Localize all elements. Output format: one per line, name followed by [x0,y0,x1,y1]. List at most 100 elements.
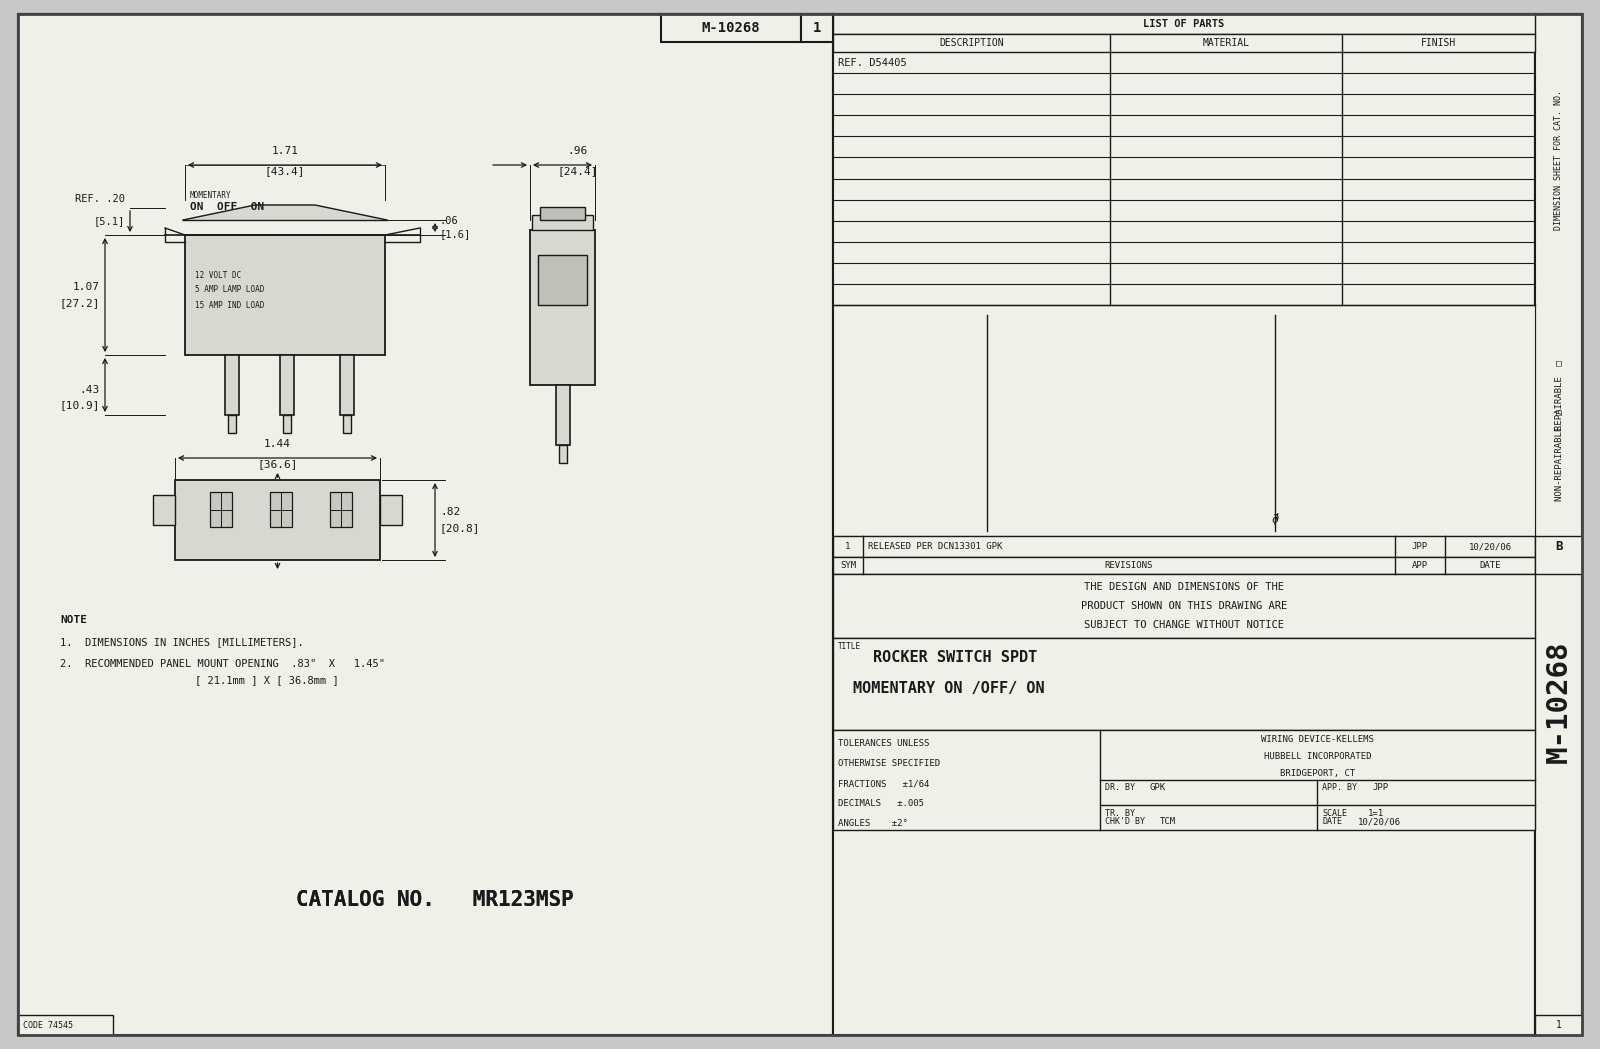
Text: 15 AMP IND LOAD: 15 AMP IND LOAD [195,300,264,309]
Bar [834,557,1534,574]
Text: MOMENTARY ON /OFF/ ON: MOMENTARY ON /OFF/ ON [853,681,1045,695]
Bar [229,415,237,433]
Text: CATALOG NO.   MR123MSP: CATALOG NO. MR123MSP [296,890,573,909]
Bar [661,14,802,42]
Text: DATE: DATE [1322,817,1342,827]
Text: SCALE: SCALE [1322,809,1347,817]
Text: [1.6]: [1.6] [440,230,472,239]
Bar [18,1015,114,1035]
Text: REF. D54405: REF. D54405 [838,58,907,67]
Text: .96: .96 [568,146,587,156]
Bar [834,14,1534,1035]
Text: .43: .43 [80,385,99,395]
Text: CATALOG NO.   MR123MSP: CATALOG NO. MR123MSP [296,890,573,909]
Text: [27.2]: [27.2] [59,298,99,308]
Text: M-10268: M-10268 [1544,641,1573,764]
Text: DECIMALS   ±.005: DECIMALS ±.005 [838,799,925,809]
Bar [538,255,587,305]
Text: RELEASED PER DCN13301 GPK: RELEASED PER DCN13301 GPK [867,542,1002,551]
Text: 1.  DIMENSIONS IN INCHES [MILLIMETERS].: 1. DIMENSIONS IN INCHES [MILLIMETERS]. [61,637,304,647]
Text: BRIDGEPORT, CT: BRIDGEPORT, CT [1280,769,1355,777]
Bar [18,14,834,1035]
Text: TCM: TCM [1160,817,1176,827]
Text: 1.07: 1.07 [74,282,99,292]
Text: LIST OF PARTS: LIST OF PARTS [1144,19,1224,29]
Text: 1: 1 [813,21,821,35]
Text: WIRING DEVICE-KELLEMS: WIRING DEVICE-KELLEMS [1261,735,1374,745]
Text: HUBBELL INCORPORATED: HUBBELL INCORPORATED [1264,752,1371,762]
Text: JPP: JPP [1411,542,1429,551]
Text: APP. BY: APP. BY [1322,784,1357,792]
Bar [834,574,1534,638]
Text: GPK: GPK [1150,784,1166,792]
Bar [270,492,291,527]
Bar [1534,14,1582,1035]
Text: SYM: SYM [840,561,856,570]
Bar [330,492,352,527]
Text: .06: .06 [440,215,459,226]
Text: [5.1]: [5.1] [94,216,125,226]
Text: PRODUCT SHOWN ON THIS DRAWING ARE: PRODUCT SHOWN ON THIS DRAWING ARE [1082,601,1286,611]
Text: DESCRIPTION: DESCRIPTION [939,38,1003,48]
Text: NON-REPAIRABLE  □: NON-REPAIRABLE □ [1554,410,1563,501]
Text: OTHERWISE SPECIFIED: OTHERWISE SPECIFIED [838,759,941,769]
Bar [174,480,381,560]
Text: 1=1: 1=1 [1368,809,1384,817]
Bar [834,34,1534,52]
Bar [530,230,595,385]
Text: REF. .20: REF. .20 [75,194,125,204]
Text: [10.9]: [10.9] [59,400,99,410]
Bar [531,215,594,230]
Text: NOTE: NOTE [61,615,86,625]
Text: MATERIAL: MATERIAL [1203,38,1250,48]
Text: 1: 1 [845,542,851,551]
Text: 1.71: 1.71 [272,146,299,156]
Text: FINISH: FINISH [1421,38,1456,48]
Text: [ 21.1mm ] X [ 36.8mm ]: [ 21.1mm ] X [ 36.8mm ] [120,675,339,685]
Bar [555,385,570,445]
Text: [20.8]: [20.8] [440,523,480,533]
Bar [834,14,1534,34]
Text: CODE 74545: CODE 74545 [22,1021,74,1029]
Text: REVISIONS: REVISIONS [1106,561,1154,570]
Bar [154,495,174,524]
Text: SUBJECT TO CHANGE WITHOUT NOTICE: SUBJECT TO CHANGE WITHOUT NOTICE [1085,620,1283,630]
Text: ROCKER SWITCH SPDT: ROCKER SWITCH SPDT [874,650,1037,665]
Text: DIMENSION SHEET FOR CAT. NO.: DIMENSION SHEET FOR CAT. NO. [1554,89,1563,230]
Bar [1534,536,1582,574]
Text: FRACTIONS   ±1/64: FRACTIONS ±1/64 [838,779,930,789]
Bar [210,492,232,527]
Bar [834,536,1534,557]
Text: 1.44: 1.44 [264,438,291,449]
Text: 5 AMP LAMP LOAD: 5 AMP LAMP LOAD [195,285,264,295]
Bar [186,235,386,355]
Bar [339,355,354,415]
Text: JPP: JPP [1373,784,1389,792]
Text: 10/20/06: 10/20/06 [1469,542,1512,551]
Text: CHK'D BY: CHK'D BY [1104,817,1144,827]
Text: TOLERANCES UNLESS: TOLERANCES UNLESS [838,740,930,749]
Bar [558,445,566,463]
Text: MOMENTARY: MOMENTARY [190,191,232,199]
Text: THE DESIGN AND DIMENSIONS OF THE: THE DESIGN AND DIMENSIONS OF THE [1085,582,1283,592]
Text: B: B [1555,540,1562,553]
Bar [283,415,291,433]
Bar [226,355,238,415]
Text: 10/20/06: 10/20/06 [1357,817,1400,827]
Circle shape [557,355,568,365]
Bar [834,730,1534,830]
Bar [381,495,402,524]
Text: DR. BY: DR. BY [1104,784,1134,792]
Text: [43.4]: [43.4] [264,166,306,176]
Text: $\partial\!\!/$: $\partial\!\!/$ [1270,511,1280,526]
Bar [834,638,1534,730]
Text: [36.6]: [36.6] [258,459,298,469]
Text: 12 VOLT DC: 12 VOLT DC [195,271,242,279]
Polygon shape [182,205,387,220]
Text: REPAIRABLE  □: REPAIRABLE □ [1554,361,1563,430]
Bar [802,14,834,42]
Text: 1: 1 [1555,1020,1562,1030]
Text: M-10268: M-10268 [702,21,760,35]
Text: 2.  RECOMMENDED PANEL MOUNT OPENING  .83"  X   1.45": 2. RECOMMENDED PANEL MOUNT OPENING .83" … [61,659,386,669]
Bar [280,355,294,415]
